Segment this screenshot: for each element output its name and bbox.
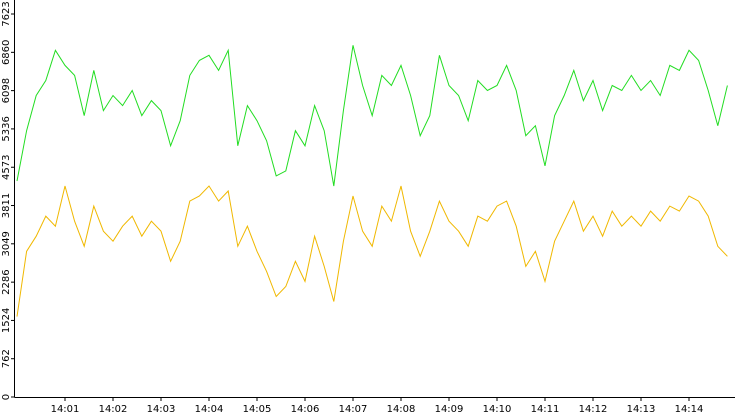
- y-tick-label: 2286: [1, 269, 12, 294]
- x-tick-label: 14:11: [531, 404, 560, 415]
- y-tick-label: 3049: [1, 231, 12, 256]
- x-tick-label: 14:03: [147, 404, 176, 415]
- y-tick-label: 3811: [1, 193, 12, 218]
- y-tick-label: 1524: [1, 308, 12, 333]
- x-tick-label: 14:12: [579, 404, 608, 415]
- x-tick-label: 14:06: [291, 404, 320, 415]
- y-tick-label: 6098: [1, 78, 12, 103]
- series-line: [16, 45, 728, 187]
- y-tick-label: 762: [1, 349, 12, 368]
- x-tick-label: 14:13: [627, 404, 656, 415]
- x-tick-label: 14:08: [387, 404, 416, 415]
- x-tick-label: 14:07: [339, 404, 368, 415]
- y-tick-label: 6860: [1, 40, 12, 65]
- series-line: [16, 185, 728, 317]
- x-tick-label: 14:10: [483, 404, 512, 415]
- x-tick-label: 14:09: [435, 404, 464, 415]
- x-tick-label: 14:05: [243, 404, 272, 415]
- x-tick-label: 14:01: [51, 404, 80, 415]
- y-tick-label: 7623: [1, 1, 12, 26]
- y-tick-label: 5336: [1, 116, 12, 141]
- x-tick-label: 14:04: [195, 404, 224, 415]
- y-tick-label: 0: [1, 394, 12, 400]
- x-tick-label: 14:14: [675, 404, 704, 415]
- y-tick-label: 4573: [1, 155, 12, 180]
- x-tick-label: 14:02: [99, 404, 128, 415]
